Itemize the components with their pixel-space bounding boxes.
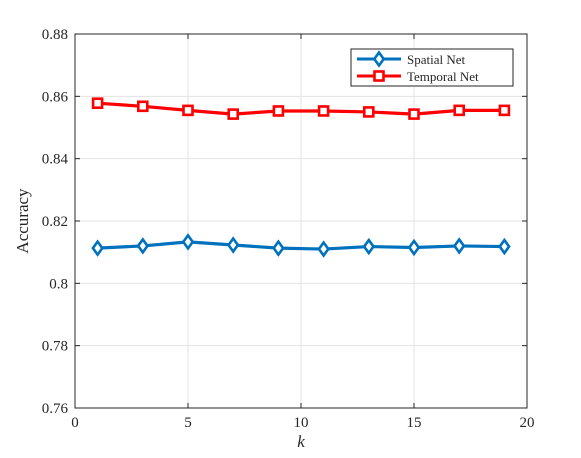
data-point	[317, 240, 330, 258]
data-point	[362, 237, 376, 256]
data-point	[407, 238, 421, 257]
data-point	[226, 236, 240, 254]
y-tick-label: 0.84	[42, 152, 69, 168]
data-point	[182, 104, 194, 117]
series-line	[97, 101, 505, 116]
y-tick-label: 0.86	[42, 89, 69, 105]
legend-item: Spatial Net	[357, 50, 466, 68]
data-point	[91, 239, 104, 257]
data-point	[498, 237, 511, 256]
data-point	[498, 104, 511, 117]
x-tick-label: 20	[520, 415, 535, 431]
legend-label: Spatial Net	[407, 52, 466, 67]
y-tick-label: 0.8	[49, 276, 68, 292]
legend-marker	[372, 50, 386, 68]
data-point	[272, 239, 285, 257]
x-tick-label: 5	[184, 415, 192, 431]
x-tick-label: 0	[71, 415, 79, 431]
y-axis-label: Accuracy	[13, 188, 32, 254]
axes: 0 5 10 15 20 0.76 0.78 0.8 0.82 0.84 0.86 0.88	[42, 27, 535, 431]
data-point	[227, 108, 239, 120]
y-tick-label: 0.76	[42, 401, 69, 417]
legend-label: Temporal Net	[407, 69, 479, 84]
data-point	[453, 104, 466, 117]
series-spatial-net	[91, 233, 511, 258]
data-point	[452, 237, 466, 255]
legend-item: Temporal Net	[357, 69, 479, 84]
data-point	[136, 237, 150, 255]
y-tick-label: 0.88	[42, 27, 68, 43]
data-point	[408, 108, 420, 120]
y-tick-label: 0.78	[42, 339, 68, 355]
series-layer	[91, 97, 511, 258]
data-point	[137, 100, 149, 113]
grid	[75, 34, 527, 408]
data-point	[362, 106, 375, 118]
legend-marker	[373, 70, 385, 82]
data-point	[91, 97, 104, 109]
data-point	[317, 105, 330, 117]
x-tick-label: 10	[294, 415, 309, 431]
y-tick-label: 0.82	[42, 214, 68, 230]
x-axis-label: k	[297, 432, 305, 451]
series-temporal-net	[91, 97, 511, 120]
legend: Spatial Net Temporal Net	[350, 48, 514, 87]
x-tick-label: 15	[407, 415, 422, 431]
data-point	[272, 105, 285, 117]
data-point	[181, 233, 195, 251]
series-line	[97, 240, 505, 251]
